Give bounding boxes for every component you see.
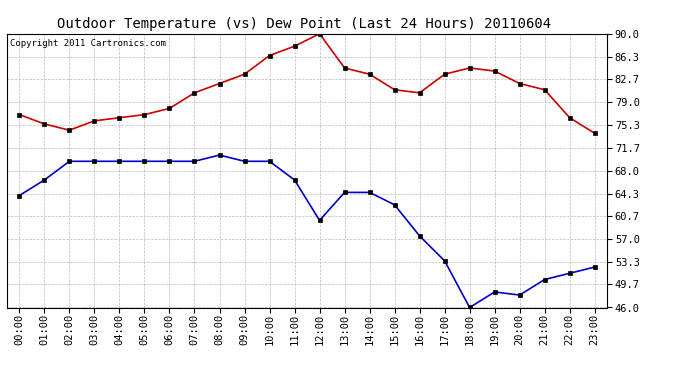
Text: Copyright 2011 Cartronics.com: Copyright 2011 Cartronics.com bbox=[10, 39, 166, 48]
Text: Outdoor Temperature (vs) Dew Point (Last 24 Hours) 20110604: Outdoor Temperature (vs) Dew Point (Last… bbox=[57, 17, 551, 31]
